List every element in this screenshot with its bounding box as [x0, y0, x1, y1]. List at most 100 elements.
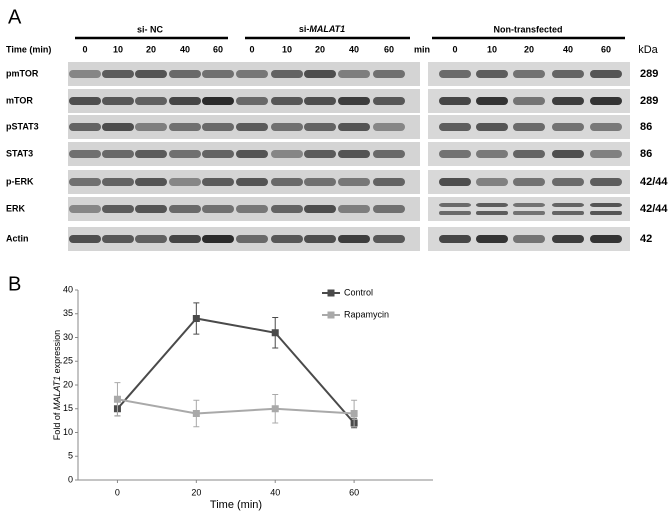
- kda-label: kDa: [638, 44, 658, 56]
- band: [513, 203, 545, 207]
- lane-label: 0: [452, 44, 457, 54]
- band: [338, 123, 370, 131]
- band: [513, 211, 545, 215]
- band: [202, 150, 234, 158]
- band: [271, 235, 303, 243]
- protein-label: mTOR: [6, 95, 33, 105]
- protein-label: STAT3: [6, 148, 33, 158]
- band: [304, 205, 336, 213]
- band: [102, 97, 134, 105]
- y-tick-label: 5: [68, 451, 73, 461]
- band: [69, 70, 101, 78]
- group-name: si-MALAT1: [299, 24, 345, 34]
- group-name: Non-transfected: [493, 24, 562, 34]
- band: [69, 205, 101, 213]
- y-tick-label: 0: [68, 474, 73, 484]
- lane-label: 10: [113, 44, 123, 54]
- band: [552, 70, 584, 78]
- lane-label: 40: [180, 44, 190, 54]
- band: [135, 178, 167, 186]
- band: [590, 235, 622, 243]
- band: [476, 203, 508, 207]
- band: [304, 123, 336, 131]
- lane-label: 60: [213, 44, 223, 54]
- band: [236, 235, 268, 243]
- band: [304, 178, 336, 186]
- band: [439, 97, 471, 105]
- band: [338, 150, 370, 158]
- band: [439, 70, 471, 78]
- band: [236, 123, 268, 131]
- group-gene: MALAT1: [309, 24, 345, 34]
- band: [102, 150, 134, 158]
- band: [439, 123, 471, 131]
- band: [236, 178, 268, 186]
- band: [236, 150, 268, 158]
- band: [202, 178, 234, 186]
- protein-label: ERK: [6, 203, 26, 213]
- min-label: min: [414, 44, 430, 54]
- band: [439, 150, 471, 158]
- band: [69, 178, 101, 186]
- lane-label: 20: [524, 44, 534, 54]
- band: [439, 203, 471, 207]
- panel-label: B: [8, 273, 21, 295]
- band: [102, 205, 134, 213]
- band: [476, 235, 508, 243]
- band: [476, 150, 508, 158]
- band: [304, 70, 336, 78]
- lane-label: 10: [487, 44, 497, 54]
- band: [373, 178, 405, 186]
- band: [169, 178, 201, 186]
- y-label-part: Fold of: [52, 410, 62, 440]
- kda-value: 289: [640, 68, 658, 80]
- y-tick-label: 25: [63, 356, 73, 366]
- band: [476, 70, 508, 78]
- band: [271, 178, 303, 186]
- legend-label: Control: [344, 287, 373, 297]
- y-tick-label: 30: [63, 332, 73, 342]
- y-tick-label: 20: [63, 379, 73, 389]
- y-axis-label: Fold of MALAT1 expression: [52, 330, 62, 440]
- band: [373, 205, 405, 213]
- band: [169, 205, 201, 213]
- lane-label: 0: [249, 44, 254, 54]
- band: [102, 123, 134, 131]
- kda-value: 42/44: [640, 176, 668, 188]
- band: [271, 97, 303, 105]
- band: [590, 178, 622, 186]
- band: [513, 150, 545, 158]
- band: [590, 70, 622, 78]
- lane-label: 60: [601, 44, 611, 54]
- y-tick-label: 15: [63, 403, 73, 413]
- lane-label: 20: [146, 44, 156, 54]
- x-tick-label: 60: [349, 487, 359, 497]
- lane-label: 0: [82, 44, 87, 54]
- band: [338, 70, 370, 78]
- y-label-part: expression: [52, 330, 62, 376]
- band: [373, 150, 405, 158]
- band: [102, 178, 134, 186]
- band: [513, 235, 545, 243]
- kda-value: 289: [640, 95, 658, 107]
- kda-value: 86: [640, 148, 652, 160]
- band: [439, 235, 471, 243]
- protein-label: Actin: [6, 233, 29, 243]
- x-tick-label: 40: [270, 487, 280, 497]
- lane-label: 60: [384, 44, 394, 54]
- marker: [192, 315, 200, 322]
- band: [552, 97, 584, 105]
- y-tick-label: 35: [63, 308, 73, 318]
- band: [271, 70, 303, 78]
- band: [169, 235, 201, 243]
- band: [135, 235, 167, 243]
- lane-label: 40: [349, 44, 359, 54]
- band: [135, 150, 167, 158]
- band: [236, 70, 268, 78]
- group-name: si- NC: [137, 24, 164, 34]
- band: [513, 70, 545, 78]
- y-label-part: MALAT1: [52, 376, 62, 410]
- band: [513, 178, 545, 186]
- band: [102, 235, 134, 243]
- legend-label: Rapamycin: [344, 309, 389, 319]
